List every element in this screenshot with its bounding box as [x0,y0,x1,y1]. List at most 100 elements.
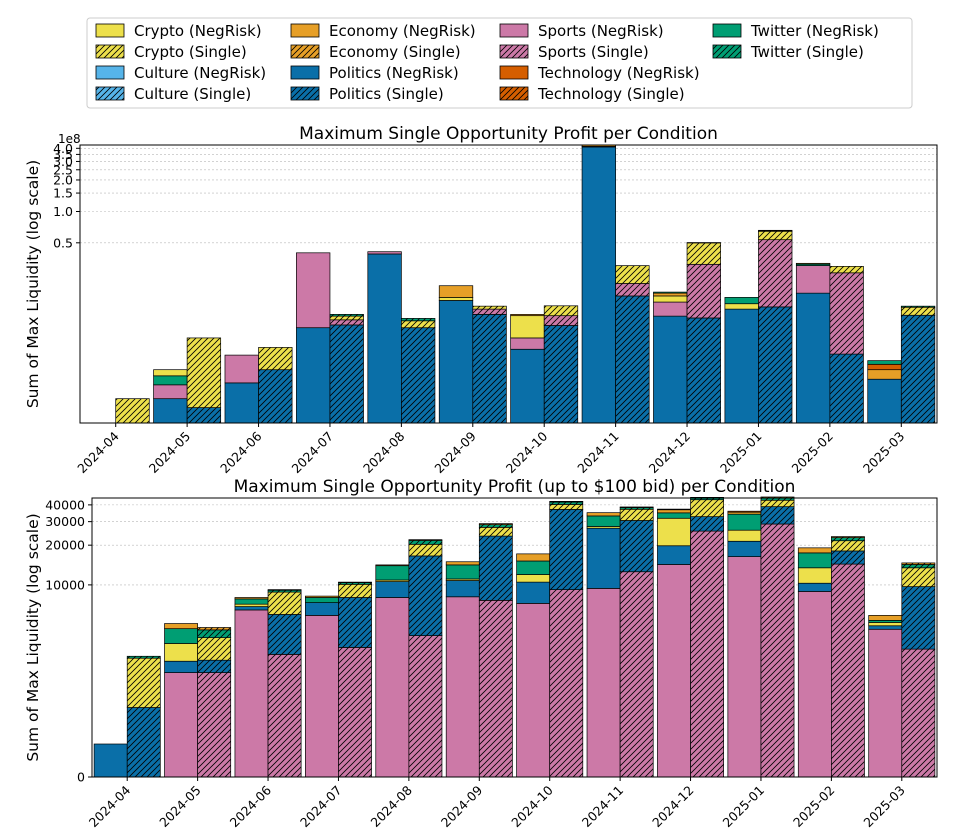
bar-segment-negrisk [653,295,688,303]
bar-segment-negrisk [868,622,903,627]
bar-segment-negrisk [296,252,331,329]
legend-swatch-hatch [713,45,741,58]
bar-segment-single-hatch [197,627,231,630]
x-tick-label: 2024-05 [146,429,194,477]
y-tick-label: 0 [77,770,85,785]
bar-segment-single-hatch [831,540,865,551]
bar-segment-negrisk [164,628,198,644]
bar-segment-single-hatch [690,516,724,532]
legend-label: Culture (NegRisk) [134,64,266,82]
bar-segment-negrisk [367,251,402,255]
bar-segment-negrisk [516,581,551,604]
bar-segment-negrisk [516,574,551,583]
legend-swatch-hatch [96,87,124,100]
bar-segment-single-hatch [472,306,507,310]
x-tick-label: 2024-06 [227,782,275,830]
bar-segment-single-hatch [338,597,372,648]
legend-swatch-hatch [291,45,319,58]
y-tick-label: 4.0 [53,141,73,156]
bar-segment-single-hatch [831,536,865,538]
bar-segment-single-hatch [197,629,231,638]
bar-segment-single-hatch [831,564,865,777]
bar-segment-single-hatch [549,504,583,510]
legend-label: Politics (Single) [329,85,444,103]
bar-segment-single-hatch [258,347,293,370]
bar-segment-single-hatch [197,660,231,673]
legend-label: Technology (NegRisk) [537,64,700,82]
bar-segment-negrisk [375,565,410,581]
bar-segment-single-hatch [620,571,654,777]
bar-segment-negrisk [727,513,762,531]
y-tick-label: 2.0 [53,172,73,187]
bar-segment-negrisk [510,314,545,317]
x-tick-label: 2024-09 [431,428,479,476]
bar-segment-negrisk [724,308,759,424]
bar-segment-single-hatch [187,337,221,408]
chart-title: Maximum Single Opportunity Profit (up to… [234,477,796,497]
bar-segment-negrisk [795,292,831,424]
bar-segment-negrisk [93,743,128,778]
bar-segment-negrisk [797,582,832,592]
x-tick-label: 2024-08 [360,428,408,476]
bar-segment-negrisk [234,606,269,611]
bar-segment-single-hatch [620,520,654,572]
bar-segment-single-hatch [549,501,583,503]
bar-segment-negrisk [375,581,410,598]
bar-segment-single-hatch [408,635,442,777]
bar-segment-single-hatch [831,537,865,541]
x-tick-label: 2025-03 [860,783,908,831]
bar-segment-negrisk [868,625,903,630]
legend-entry: Economy (Single) [290,43,461,61]
legend-entry: Culture (NegRisk) [95,64,266,82]
legend-entry: Politics (Single) [290,85,444,103]
x-tick-label: 2025-01 [720,783,768,831]
y-tick-label: 30000 [45,514,85,529]
bar-segment-negrisk [867,363,902,371]
bar-segment-negrisk [438,285,474,298]
legend-swatch-hatch [500,87,528,100]
bar-segment-negrisk [164,623,198,630]
bar-segment-negrisk [867,360,902,365]
bar-segment-negrisk [234,598,269,605]
bar-segment-negrisk [657,564,691,778]
bar-segment-negrisk [516,553,551,562]
bar-segment-single-hatch [408,544,442,556]
legend-swatch-hatch [291,87,319,100]
bar-segment-single-hatch [829,354,864,423]
bar-segment-single-hatch [615,265,650,284]
bar-segment-single-hatch [479,524,513,528]
chart-title: Maximum Single Opportunity Profit per Co… [299,124,718,144]
legend-label: Culture (Single) [134,85,251,103]
y-tick-label: 1.0 [53,204,73,219]
bar-segment-negrisk [305,615,339,778]
legend-entry: Twitter (NegRisk) [712,22,879,40]
bar-segment-single-hatch [338,584,372,598]
x-tick-label: 2024-12 [646,429,694,477]
legend-entry: Crypto (NegRisk) [95,22,262,40]
legend-entry: Politics (NegRisk) [290,64,459,82]
legend-label: Sports (NegRisk) [538,22,664,40]
bar-segment-negrisk [868,615,903,621]
bar-segment-negrisk [727,540,762,557]
bar-segment-negrisk [375,564,410,567]
bar-segment-single-hatch [760,506,795,525]
y-tick-label: 20000 [45,538,85,553]
bar-segment-negrisk [797,591,832,778]
legend-swatch-hatch [96,45,124,58]
bar-segment-single-hatch [690,498,724,500]
bar-segment-negrisk [724,303,759,310]
bar-segment-negrisk [153,375,188,386]
y-tick-label: 10000 [45,577,85,592]
bar-segment-negrisk [367,253,402,424]
x-tick-label: 2024-06 [217,428,265,476]
bar-segment-single-hatch [760,500,795,507]
bar-segment-single-hatch [758,230,793,231]
bar-segment-negrisk [305,595,339,598]
bar-segment-single-hatch [687,264,721,318]
legend-label: Technology (Single) [537,85,685,103]
legend-label: Twitter (Single) [750,43,864,61]
legend-label: Economy (Single) [329,43,461,61]
bar-segment-single-hatch [268,654,302,777]
bar-segment-negrisk [581,146,616,424]
bar-segment-single-hatch [758,231,793,240]
